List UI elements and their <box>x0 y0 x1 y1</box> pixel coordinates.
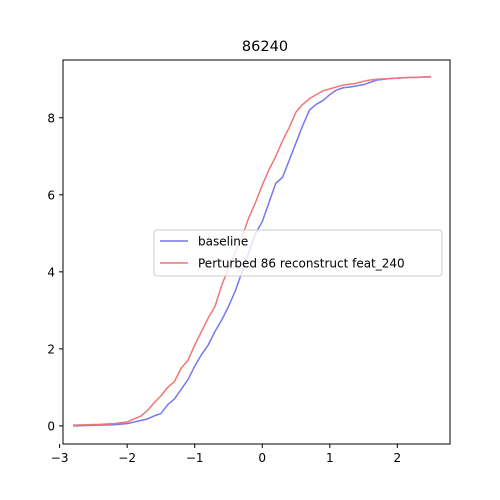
series-layer <box>73 75 432 427</box>
plot-area-frame <box>62 59 451 445</box>
y-axis: 0 2 4 6 8 <box>47 111 63 433</box>
legend-label-baseline: baseline <box>198 235 248 249</box>
x-tick-label: −3 <box>51 451 69 465</box>
legend-label-perturbed: Perturbed 86 reconstruct feat_240 <box>198 257 405 271</box>
legend: baseline Perturbed 86 reconstruct feat_2… <box>153 229 443 277</box>
legend-box <box>153 229 443 277</box>
x-tick-label: 2 <box>393 451 401 465</box>
y-tick-label: 8 <box>47 111 55 125</box>
y-tick-label: 4 <box>47 265 55 279</box>
x-axis: −3 −2 −1 0 1 2 <box>51 444 401 465</box>
series-line-perturbed <box>73 75 432 426</box>
chart-title: 86240 <box>242 39 288 55</box>
x-tick-label: 0 <box>258 451 266 465</box>
y-tick-label: 0 <box>47 419 55 433</box>
x-tick-label: −2 <box>118 451 136 465</box>
y-tick-label: 6 <box>47 188 55 202</box>
x-tick-label: 1 <box>326 451 334 465</box>
series-line-baseline <box>73 76 432 427</box>
y-tick-label: 2 <box>47 342 55 356</box>
x-tick-label: −1 <box>186 451 204 465</box>
